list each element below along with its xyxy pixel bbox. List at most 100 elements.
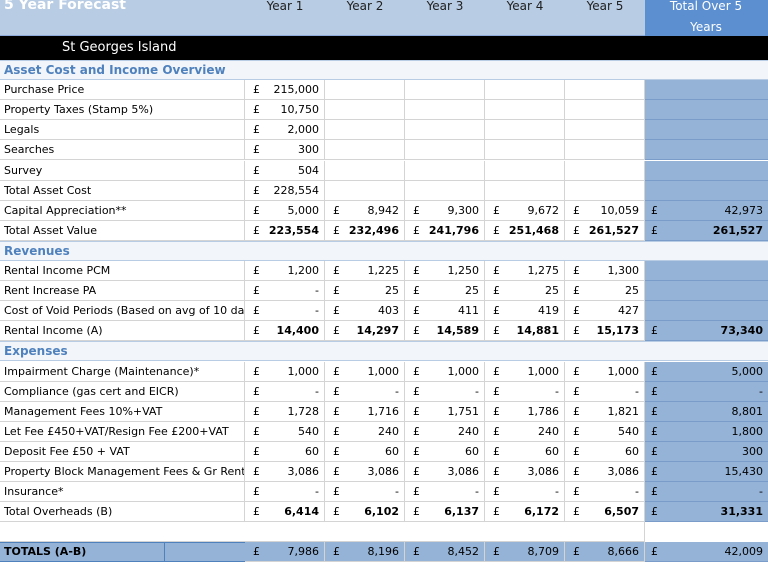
cell (485, 401, 565, 422)
cell (485, 381, 565, 402)
currency-sign: £ (573, 264, 580, 277)
cell (245, 401, 325, 422)
label-cell (0, 421, 245, 442)
value: 240 (538, 424, 559, 438)
currency-sign: £ (493, 505, 500, 519)
value: 14,297 (356, 324, 399, 338)
currency-sign: £ (651, 203, 658, 217)
row-label: Rental Income PCM (4, 264, 111, 277)
cell (245, 220, 325, 241)
cell (245, 321, 325, 342)
cell (245, 180, 325, 201)
value: 1,716 (367, 404, 400, 418)
value: 1,786 (527, 404, 560, 418)
value: 8,452 (447, 545, 480, 559)
currency-sign: £ (253, 103, 260, 117)
currency-sign: £ (333, 485, 340, 499)
value: 15,173 (596, 324, 639, 338)
label-cell (0, 220, 245, 241)
row-label: Cost of Void Periods (Based on avg of 10… (4, 304, 244, 318)
cell (565, 321, 645, 342)
currency-sign: £ (333, 223, 340, 237)
label-cell (0, 441, 245, 462)
currency-sign: £ (413, 465, 420, 478)
divider (164, 542, 165, 563)
row-label: Capital Appreciation** (4, 203, 127, 217)
value: 8,196 (367, 545, 400, 559)
value: - (315, 384, 319, 398)
cell (405, 120, 485, 141)
currency-sign: £ (651, 505, 658, 519)
currency-sign: £ (493, 424, 500, 438)
total-header-bg (645, 0, 768, 36)
value: 3,086 (367, 465, 400, 478)
value: 60 (465, 444, 479, 458)
currency-sign: £ (413, 364, 420, 378)
currency-sign: £ (573, 324, 580, 338)
value: 6,137 (444, 505, 479, 519)
cell (325, 301, 405, 322)
value: 215,000 (273, 83, 320, 97)
currency-sign: £ (493, 465, 500, 478)
currency-sign: £ (333, 203, 340, 217)
value: 6,102 (364, 505, 399, 519)
value: 14,589 (436, 324, 479, 338)
cell (245, 482, 325, 503)
cell (565, 80, 645, 101)
cell (245, 140, 325, 161)
currency-sign: £ (333, 505, 340, 519)
currency-sign: £ (573, 505, 580, 519)
total-value: 15,430 (724, 465, 764, 478)
value: 60 (625, 444, 639, 458)
label-cell (0, 140, 245, 161)
cell (405, 502, 485, 523)
currency-sign: £ (573, 404, 580, 418)
cell (325, 140, 405, 161)
cell (405, 542, 485, 563)
cell (325, 80, 405, 101)
value: 1,751 (447, 404, 480, 418)
label-cell (0, 502, 245, 523)
cell (405, 281, 485, 302)
cell (485, 160, 565, 181)
cell (565, 261, 645, 282)
cell (325, 502, 405, 523)
currency-sign: £ (573, 203, 580, 217)
currency-sign: £ (493, 264, 500, 277)
cell (565, 120, 645, 141)
currency-sign: £ (253, 465, 260, 478)
cell (325, 281, 405, 302)
value: - (395, 384, 399, 398)
currency-sign: £ (253, 505, 260, 519)
value: - (315, 485, 319, 499)
header-title: 5 Year Forecast (4, 0, 126, 13)
currency-sign: £ (333, 444, 340, 458)
row-label: Total Overheads (B) (4, 505, 113, 519)
total-value: 1,800 (731, 424, 764, 438)
currency-sign: £ (651, 545, 658, 559)
label-cell (0, 321, 245, 342)
currency-sign: £ (413, 284, 420, 298)
cell (485, 80, 565, 101)
currency-sign: £ (493, 223, 500, 237)
row-label: Rent Increase PA (4, 284, 97, 298)
cell (325, 542, 405, 563)
cell (565, 200, 645, 221)
value: 300 (298, 143, 319, 157)
column-header: Year 3 (426, 0, 464, 13)
currency-sign: £ (253, 223, 260, 237)
currency-sign: £ (253, 83, 260, 97)
label-cell (0, 482, 245, 503)
value: 419 (538, 304, 559, 318)
cell (485, 120, 565, 141)
currency-sign: £ (413, 404, 420, 418)
cell (565, 462, 645, 483)
cell (245, 421, 325, 442)
currency-sign: £ (651, 223, 658, 237)
row-label: Property Taxes (Stamp 5%) (4, 103, 154, 117)
cell (325, 441, 405, 462)
currency-sign: £ (253, 284, 260, 298)
cell (325, 462, 405, 483)
currency-sign: £ (333, 364, 340, 378)
label-cell (0, 301, 245, 322)
